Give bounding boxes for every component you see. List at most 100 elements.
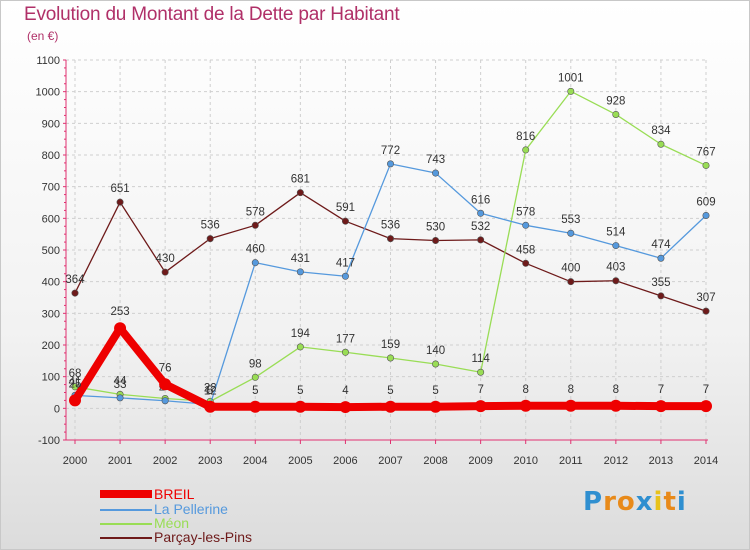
legend-label-breil: BREIL — [154, 486, 195, 502]
data-label-meon: 140 — [426, 345, 445, 357]
data-point-breil — [700, 400, 712, 413]
data-point-la-pellerine — [161, 397, 169, 405]
chart-title: Evolution du Montant de la Dette par Hab… — [24, 4, 400, 25]
logo-letter: r — [603, 487, 617, 517]
data-point-la-pellerine — [251, 259, 259, 267]
data-point-la-pellerine — [657, 254, 665, 262]
data-point-breil — [564, 399, 577, 412]
data-point-la-pellerine — [341, 272, 349, 280]
data-point-parcay-les-pins — [71, 289, 79, 297]
data-label-meon: 194 — [291, 328, 311, 340]
data-label-meon: 834 — [651, 125, 671, 137]
data-label-breil: 5 — [387, 385, 393, 397]
data-label-parcay-les-pins: 532 — [471, 221, 490, 233]
data-point-meon — [522, 146, 530, 154]
legend-item-meon[interactable]: Méon — [100, 515, 360, 531]
data-label-meon: 928 — [606, 95, 625, 107]
data-label-meon: 68 — [69, 368, 82, 380]
data-point-breil — [339, 401, 352, 414]
data-label-parcay-les-pins: 430 — [156, 253, 175, 265]
x-tick-label: 2012 — [604, 455, 628, 467]
data-point-la-pellerine — [612, 242, 620, 250]
data-label-breil: 5 — [432, 385, 438, 397]
x-tick-label: 2003 — [198, 455, 222, 467]
data-point-parcay-les-pins — [161, 268, 169, 276]
data-label-breil: 8 — [523, 384, 529, 396]
data-point-la-pellerine — [522, 221, 530, 229]
data-label-la-pellerine: 743 — [426, 154, 445, 166]
data-point-breil — [249, 400, 262, 413]
logo-letter: P — [583, 487, 604, 517]
data-label-la-pellerine: 553 — [561, 214, 580, 226]
y-tick-label: 1000 — [36, 87, 60, 99]
y-tick-label: 700 — [42, 182, 60, 194]
y-tick-label: -100 — [38, 435, 60, 447]
data-label-meon: 816 — [516, 131, 535, 143]
y-tick-label: 100 — [42, 372, 60, 384]
data-point-parcay-les-pins — [251, 221, 259, 229]
y-tick-label: 300 — [42, 308, 60, 320]
x-tick-label: 2006 — [333, 455, 357, 467]
data-point-breil — [609, 399, 622, 412]
data-label-parcay-les-pins: 400 — [561, 263, 580, 275]
data-point-meon — [477, 368, 485, 376]
data-point-meon — [251, 373, 259, 381]
x-tick-label: 2000 — [63, 455, 87, 467]
data-point-meon — [657, 140, 665, 148]
data-point-parcay-les-pins — [386, 235, 394, 243]
x-tick-label: 2013 — [649, 455, 673, 467]
data-label-meon: 767 — [696, 146, 715, 158]
data-point-parcay-les-pins — [477, 236, 485, 244]
proxiti-logo: Proxiti — [583, 487, 687, 517]
data-label-meon: 44 — [114, 375, 127, 387]
data-label-la-pellerine: 460 — [246, 244, 265, 256]
data-label-breil: 5 — [297, 385, 303, 397]
data-label-parcay-les-pins: 355 — [651, 277, 670, 289]
data-point-meon — [432, 360, 440, 368]
y-tick-label: 1100 — [36, 55, 60, 67]
data-point-breil — [654, 400, 667, 413]
data-label-parcay-les-pins: 536 — [381, 220, 400, 232]
data-point-parcay-les-pins — [522, 259, 530, 267]
data-point-breil — [114, 322, 127, 335]
x-tick-label: 2010 — [513, 455, 537, 467]
data-label-meon: 177 — [336, 333, 355, 345]
data-label-la-pellerine: 772 — [381, 145, 400, 157]
y-tick-label: 900 — [42, 118, 60, 130]
data-point-meon — [71, 383, 79, 391]
data-point-parcay-les-pins — [567, 278, 575, 286]
data-point-parcay-les-pins — [612, 277, 620, 285]
data-point-parcay-les-pins — [702, 307, 710, 315]
data-point-la-pellerine — [296, 268, 304, 276]
data-point-breil — [69, 394, 81, 407]
x-tick-label: 2009 — [468, 455, 492, 467]
y-tick-label: 0 — [54, 403, 60, 415]
legend-label-parcay-les-pins: Parçay-les-Pins — [154, 529, 253, 545]
legend-swatch-parcay-les-pins — [100, 537, 152, 539]
data-label-breil: 25 — [69, 378, 82, 390]
data-label-breil: 8 — [613, 384, 619, 396]
data-label-la-pellerine: 12 — [204, 386, 217, 398]
data-label-la-pellerine: 417 — [336, 257, 355, 269]
data-label-la-pellerine: 431 — [291, 253, 310, 265]
legend-item-la-pellerine[interactable]: La Pellerine — [100, 501, 360, 517]
data-label-parcay-les-pins: 458 — [516, 244, 535, 256]
data-label-parcay-les-pins: 364 — [65, 274, 85, 286]
data-point-breil — [159, 378, 172, 391]
data-label-breil: 7 — [658, 384, 664, 396]
data-label-breil: 8 — [568, 384, 574, 396]
data-point-breil — [384, 400, 397, 413]
data-label-meon: 98 — [249, 358, 262, 370]
legend-item-breil[interactable]: BREIL — [100, 486, 360, 502]
logo-letter: i — [653, 487, 664, 517]
data-label-parcay-les-pins: 307 — [696, 292, 715, 304]
data-label-meon: 1001 — [558, 72, 584, 84]
data-label-breil: 4 — [342, 385, 349, 397]
legend-item-parcay-les-pins[interactable]: Parçay-les-Pins — [100, 529, 360, 545]
data-label-la-pellerine: 41 — [69, 376, 82, 388]
data-point-breil — [429, 400, 442, 413]
x-tick-label: 2004 — [243, 455, 267, 467]
data-point-meon — [567, 87, 575, 95]
data-label-breil: 5 — [252, 385, 258, 397]
